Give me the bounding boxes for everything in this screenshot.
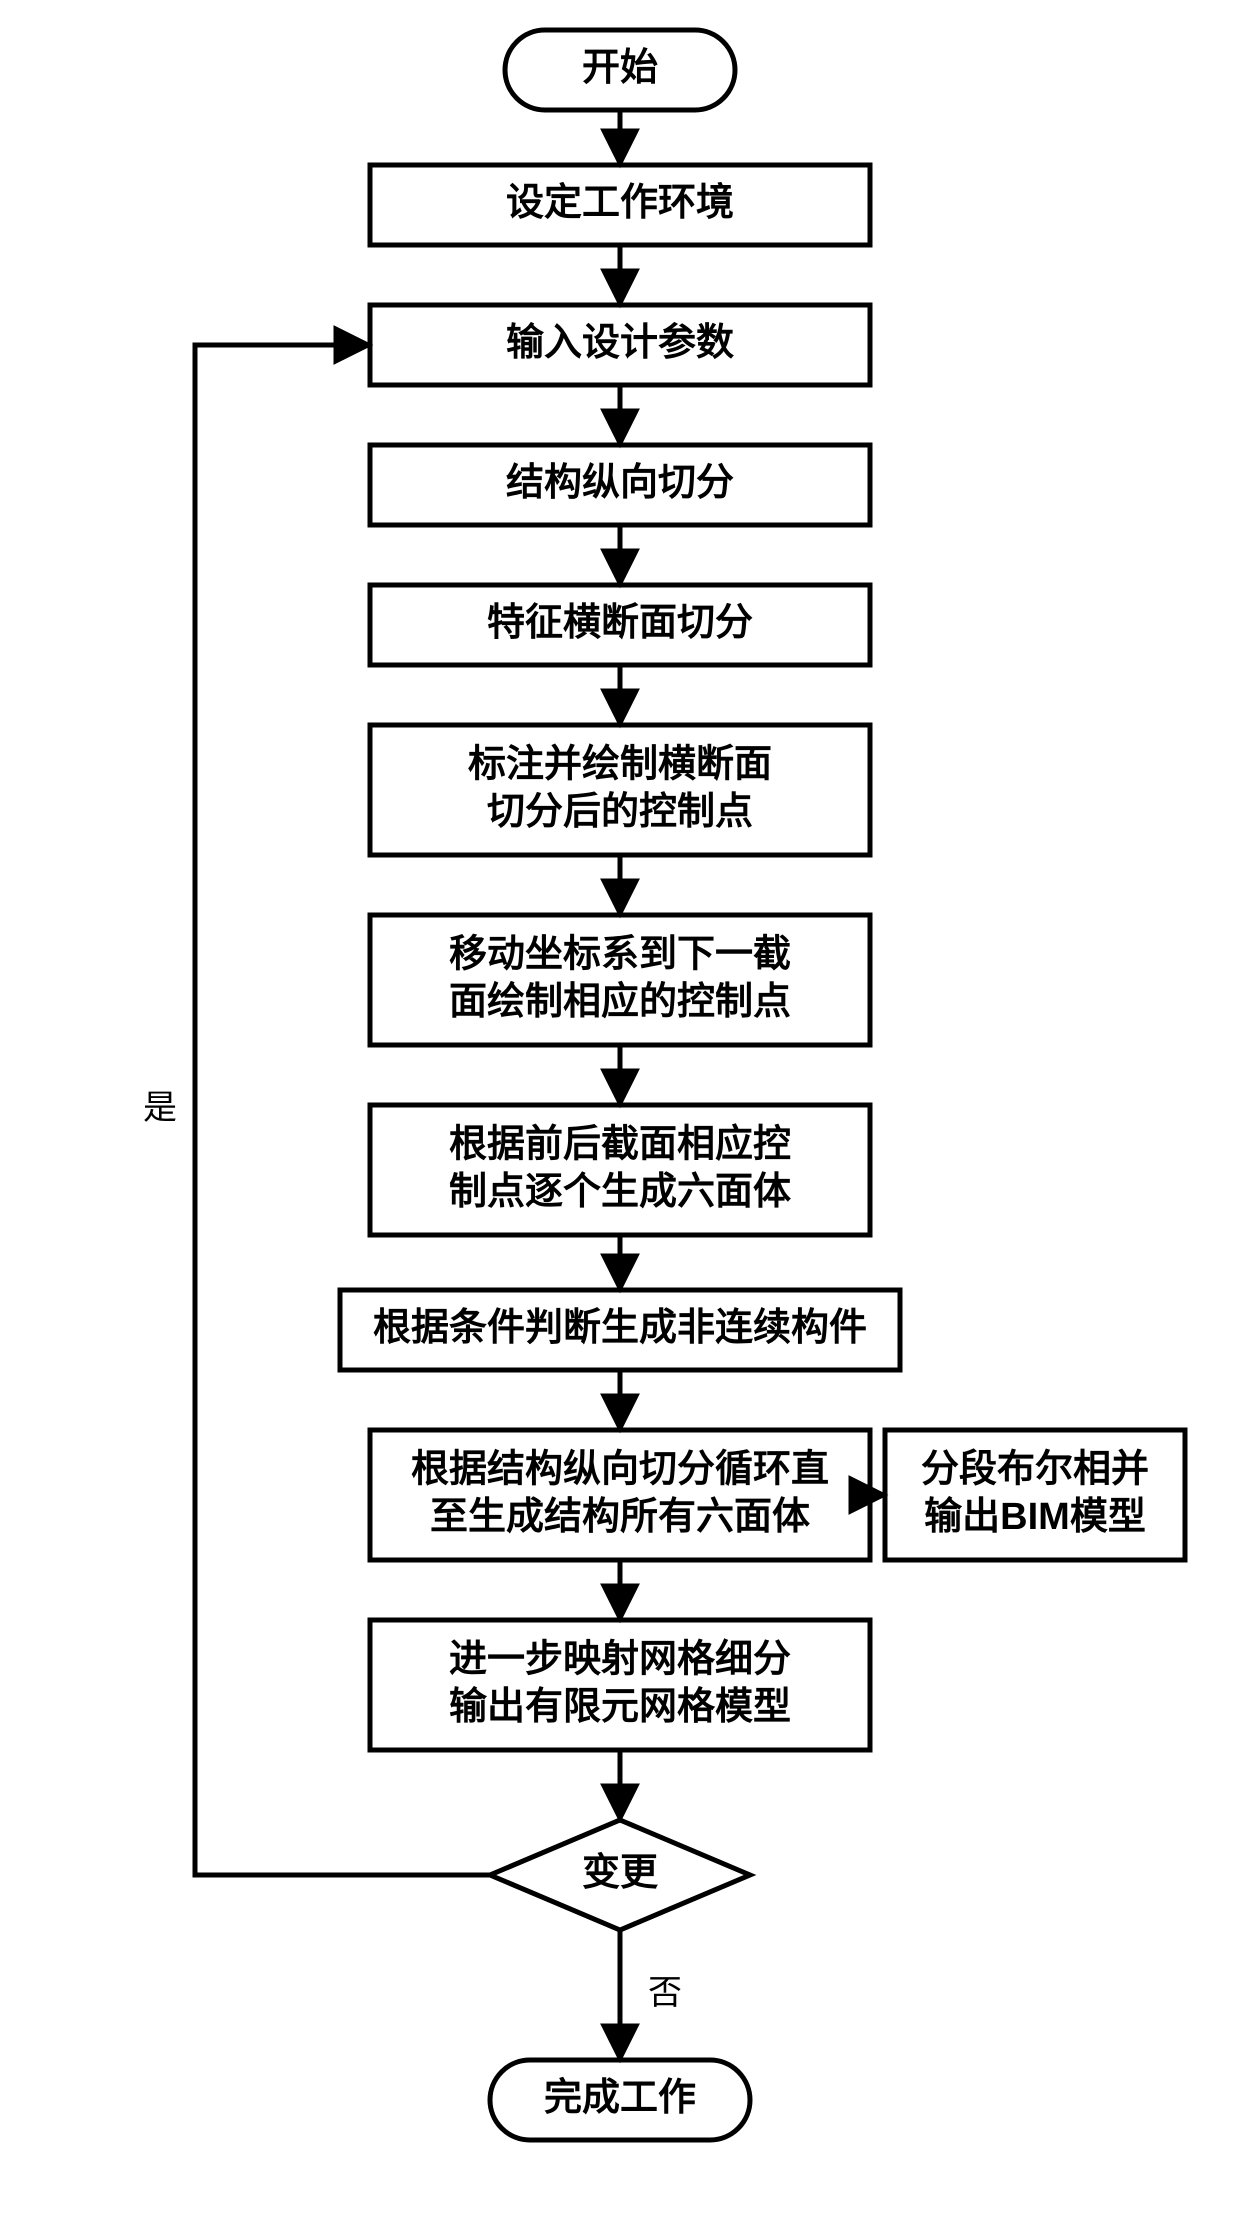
svg-text:开始: 开始 [582, 47, 658, 89]
node-dec: 变更 [490, 1820, 750, 1930]
svg-text:切分后的控制点: 切分后的控制点 [487, 791, 753, 833]
svg-text:根据条件判断生成非连续构件: 根据条件判断生成非连续构件 [373, 1307, 867, 1349]
svg-text:输入设计参数: 输入设计参数 [506, 322, 734, 364]
svg-text:进一步映射网格细分: 进一步映射网格细分 [449, 1638, 791, 1680]
node-n5: 标注并绘制横断面切分后的控制点 [370, 725, 870, 855]
svg-text:根据结构纵向切分循环直: 根据结构纵向切分循环直 [411, 1448, 829, 1490]
svg-text:设定工作环境: 设定工作环境 [506, 182, 734, 224]
node-nSide: 分段布尔相并输出BIM模型 [885, 1430, 1185, 1560]
svg-text:完成工作: 完成工作 [544, 2076, 696, 2119]
label-yes: 是 [143, 1089, 177, 1127]
svg-text:移动坐标系到下一截: 移动坐标系到下一截 [449, 933, 791, 975]
svg-text:特征横断面切分: 特征横断面切分 [487, 602, 753, 644]
node-end: 完成工作 [490, 2060, 750, 2140]
svg-text:输出有限元网格模型: 输出有限元网格模型 [449, 1686, 791, 1728]
node-n7: 根据前后截面相应控制点逐个生成六面体 [370, 1105, 870, 1235]
node-n8: 根据条件判断生成非连续构件 [340, 1290, 900, 1370]
node-n4: 特征横断面切分 [370, 585, 870, 665]
svg-text:变更: 变更 [582, 1852, 659, 1894]
svg-text:制点逐个生成六面体: 制点逐个生成六面体 [449, 1171, 791, 1213]
svg-text:结构纵向切分: 结构纵向切分 [506, 462, 734, 504]
node-n2: 输入设计参数 [370, 305, 870, 385]
node-n6: 移动坐标系到下一截面绘制相应的控制点 [370, 915, 870, 1045]
node-n9: 根据结构纵向切分循环直至生成结构所有六面体 [370, 1430, 870, 1560]
flowchart-canvas: 开始设定工作环境输入设计参数结构纵向切分特征横断面切分标注并绘制横断面切分后的控… [0, 0, 1240, 2218]
svg-text:标注并绘制横断面: 标注并绘制横断面 [468, 743, 772, 785]
svg-text:根据前后截面相应控: 根据前后截面相应控 [449, 1123, 791, 1165]
svg-text:输出BIM模型: 输出BIM模型 [924, 1496, 1146, 1538]
node-n3: 结构纵向切分 [370, 445, 870, 525]
label-no: 否 [648, 1974, 682, 2012]
node-n1: 设定工作环境 [370, 165, 870, 245]
node-n10: 进一步映射网格细分输出有限元网格模型 [370, 1620, 870, 1750]
node-start: 开始 [505, 30, 735, 110]
svg-text:至生成结构所有六面体: 至生成结构所有六面体 [430, 1496, 810, 1538]
svg-text:分段布尔相并: 分段布尔相并 [921, 1448, 1149, 1490]
svg-text:面绘制相应的控制点: 面绘制相应的控制点 [449, 981, 791, 1023]
